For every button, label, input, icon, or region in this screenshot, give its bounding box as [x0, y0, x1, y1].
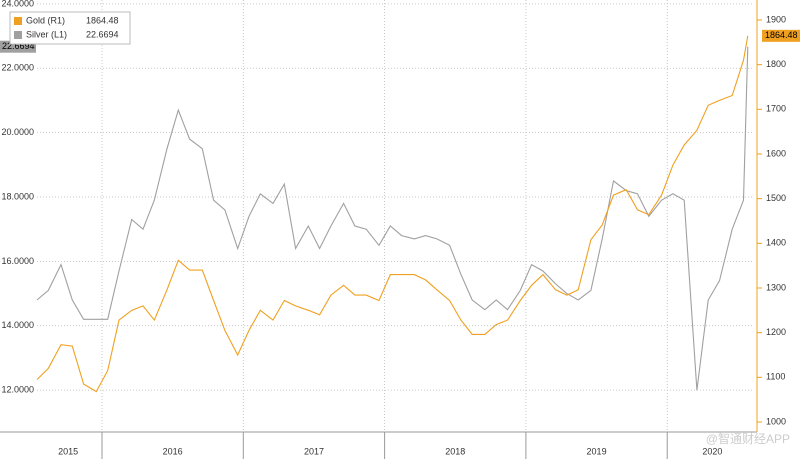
- y2-tick-label: 1400: [766, 238, 786, 248]
- x-tick-label: 2016: [163, 446, 183, 456]
- series-line: [36, 46, 749, 391]
- legend-value: 22.6694: [86, 29, 119, 39]
- y2-tick-label: 1200: [766, 327, 786, 337]
- y-tick-label: 20.0000: [1, 127, 34, 137]
- y2-tick-label: 1500: [766, 193, 786, 203]
- x-tick-label: 2019: [587, 446, 607, 456]
- y-tick-label: 18.0000: [1, 191, 34, 201]
- series-line: [36, 35, 749, 393]
- y-tick-label: 22.0000: [1, 63, 34, 73]
- x-tick-label: 2015: [58, 446, 78, 456]
- last-value-label: 1864.48: [765, 30, 798, 40]
- y2-tick-label: 1800: [766, 59, 786, 69]
- legend-label: Silver (L1): [26, 29, 67, 39]
- legend-label: Gold (R1): [26, 15, 65, 25]
- y-tick-label: 24.0000: [1, 0, 34, 8]
- y2-tick-label: 1100: [766, 372, 785, 382]
- legend-box: [9, 11, 131, 45]
- watermark: @智通财经APP: [706, 431, 790, 446]
- x-tick-label: 2018: [445, 446, 465, 456]
- y2-tick-label: 1600: [766, 148, 786, 158]
- legend-swatch: [14, 17, 22, 25]
- last-value-label: 22.6694: [2, 41, 35, 51]
- y2-tick-label: 1900: [766, 14, 786, 24]
- x-tick-label: 2017: [304, 446, 324, 456]
- y-tick-label: 12.0000: [1, 385, 34, 395]
- y2-tick-label: 1300: [766, 282, 786, 292]
- y2-tick-label: 1000: [766, 416, 786, 426]
- y-tick-label: 14.0000: [1, 320, 34, 330]
- y2-tick-label: 1700: [766, 104, 786, 114]
- legend-value: 1864.48: [86, 15, 119, 25]
- y-tick-label: 16.0000: [1, 256, 34, 266]
- x-tick-label: 2020: [702, 446, 722, 456]
- last-value-tag: [762, 29, 800, 42]
- legend-swatch: [14, 31, 22, 39]
